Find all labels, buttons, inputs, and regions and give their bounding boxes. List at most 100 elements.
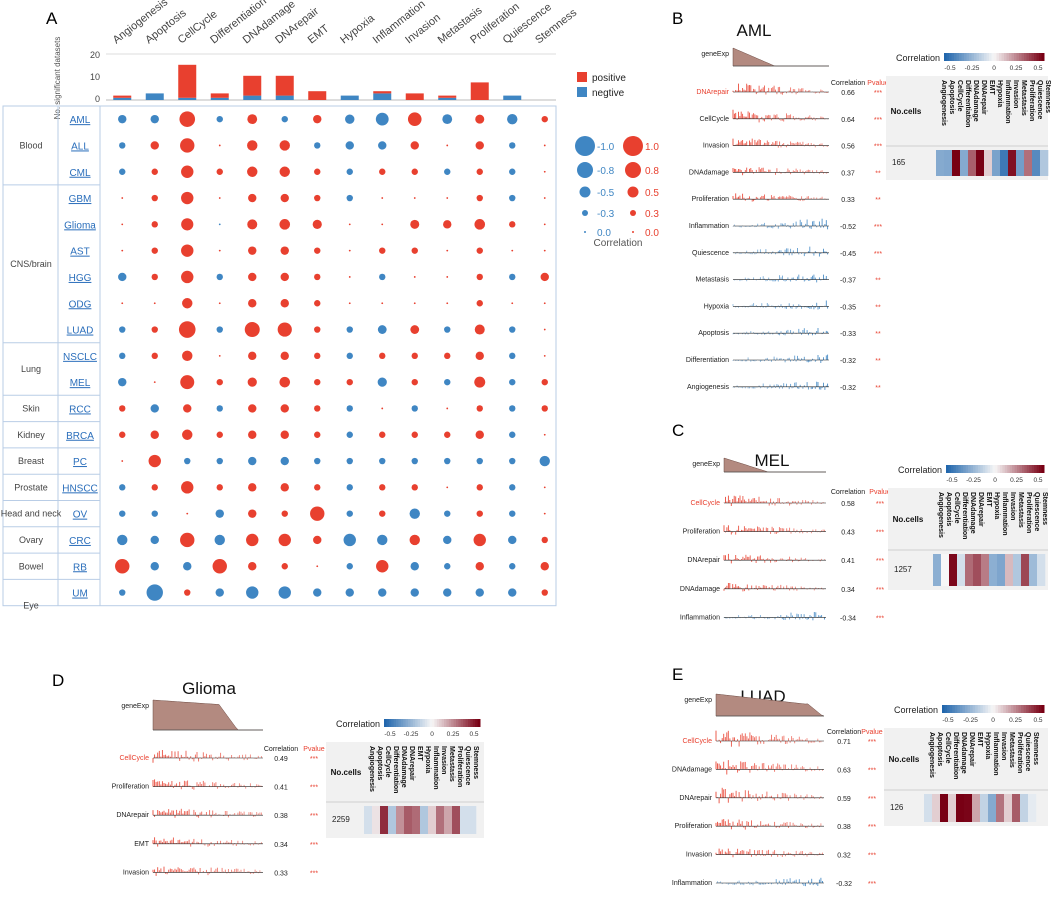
track-pvalue: ** [875,197,881,204]
bubble [446,407,449,410]
bubble [115,559,130,574]
heat-scale-title: Correlation [894,705,938,715]
heat-cell [1020,794,1029,822]
heat-state-label: Angiogenesis [940,80,947,126]
heat-state-label: Inflammation [1004,80,1011,124]
track-label: DNArepair [116,812,149,819]
dataset-link-brca[interactable]: BRCA [66,431,94,442]
heat-cell [965,554,974,586]
ncells-header: No.cells [889,755,920,764]
bubble [313,588,322,597]
bubble [348,276,351,278]
bubble [411,378,418,386]
heat-scale-cell [1029,53,1032,61]
heat-scale-cell [1023,705,1027,713]
heat-scale-cell [968,465,971,473]
heat-scale-cell [991,53,995,61]
bubble [508,535,517,545]
heat-cell [968,150,977,176]
bubble [379,431,386,438]
track-correlation: 0.71 [837,739,851,746]
heat-scale-tick: 0.5 [1033,717,1042,724]
heat-scale-cell [975,465,979,473]
heat-scale-tick: 0.5 [469,731,478,738]
size-legend-neg-circle [577,162,593,178]
dataset-link-ov[interactable]: OV [73,510,88,521]
dataset-link-odg[interactable]: ODG [69,299,92,310]
heat-scale-cell [958,465,962,473]
dataset-link-gbm[interactable]: GBM [69,194,92,205]
dataset-link-nsclc[interactable]: NSCLC [63,352,97,363]
dataset-link-rcc[interactable]: RCC [69,404,91,415]
bubble [377,325,387,334]
dataset-link-um[interactable]: UM [72,589,88,600]
dataset-link-glioma[interactable]: Glioma [64,220,96,231]
heat-cell [949,554,958,586]
dataset-link-crc[interactable]: CRC [69,536,91,547]
bubble [119,352,126,360]
dataset-link-rb[interactable]: RB [73,562,87,573]
bubble [212,559,227,574]
heat-cell [973,554,982,586]
heat-state-label: CellCycle [944,732,951,764]
bubble [218,354,221,357]
bubble [151,194,158,202]
heat-cell [396,806,405,834]
heat-scale-cell [984,53,987,61]
heat-scale-cell [463,719,467,727]
bubble [413,276,416,278]
heat-cell [992,150,1001,176]
bar-positive [405,93,424,100]
heat-scale-cell [391,719,395,727]
bubble [218,144,221,147]
bar-negative [178,97,197,100]
dataset-link-luad[interactable]: LUAD [67,326,94,337]
bubble [314,247,321,254]
bubble [446,144,449,147]
heat-scale-cell [993,705,996,713]
bubble [151,273,158,281]
heat-scale-cell [966,53,970,61]
heat-scale-cell [954,705,958,713]
heat-state-label: Stemness [1041,492,1048,525]
heat-scale-tick: -0.25 [963,717,978,724]
heat-cell [988,794,997,822]
dataset-link-hnscc[interactable]: HNSCC [62,483,98,494]
bubble [381,302,384,305]
heat-cell [404,806,413,834]
bar-ytick: 20 [90,50,100,60]
heat-scale-cell [962,705,966,713]
heat-state-label: Stemness [472,746,479,779]
bubble [248,430,257,439]
track-pvalue: *** [874,251,882,258]
dataset-link-ast[interactable]: AST [70,247,89,258]
dataset-link-cml[interactable]: CML [69,168,91,179]
bubble [379,168,386,175]
bubble [246,586,259,599]
dataset-link-mel[interactable]: MEL [70,378,91,389]
heat-scale-cell [982,465,986,473]
bubble [543,512,546,515]
panel-letter-e: E [672,665,683,684]
heat-cell [452,806,461,834]
bubble [345,114,355,124]
dataset-link-all[interactable]: ALL [71,141,89,152]
bubble [247,377,257,387]
heat-scale-cell [975,705,979,713]
track-label: Invasion [686,852,712,859]
bubble [411,352,418,360]
pvalue-header: Pvalue [867,80,889,87]
dataset-link-aml[interactable]: AML [70,115,91,126]
heat-scale-cell [1011,53,1015,61]
heat-scale-tick: -0.5 [942,717,954,724]
heat-scale-cell [448,719,452,727]
dataset-link-hgg[interactable]: HGG [69,273,92,284]
heat-scale-cell [967,705,971,713]
heat-state-label: Quiescence [464,746,471,785]
bubble [346,563,353,570]
heat-scale-cell [944,53,947,61]
track-correlation: 0.41 [841,558,855,565]
heat-scale-cell [415,719,419,727]
heat-state-label: Proliferation [1025,492,1032,533]
dataset-link-pc[interactable]: PC [73,457,87,468]
